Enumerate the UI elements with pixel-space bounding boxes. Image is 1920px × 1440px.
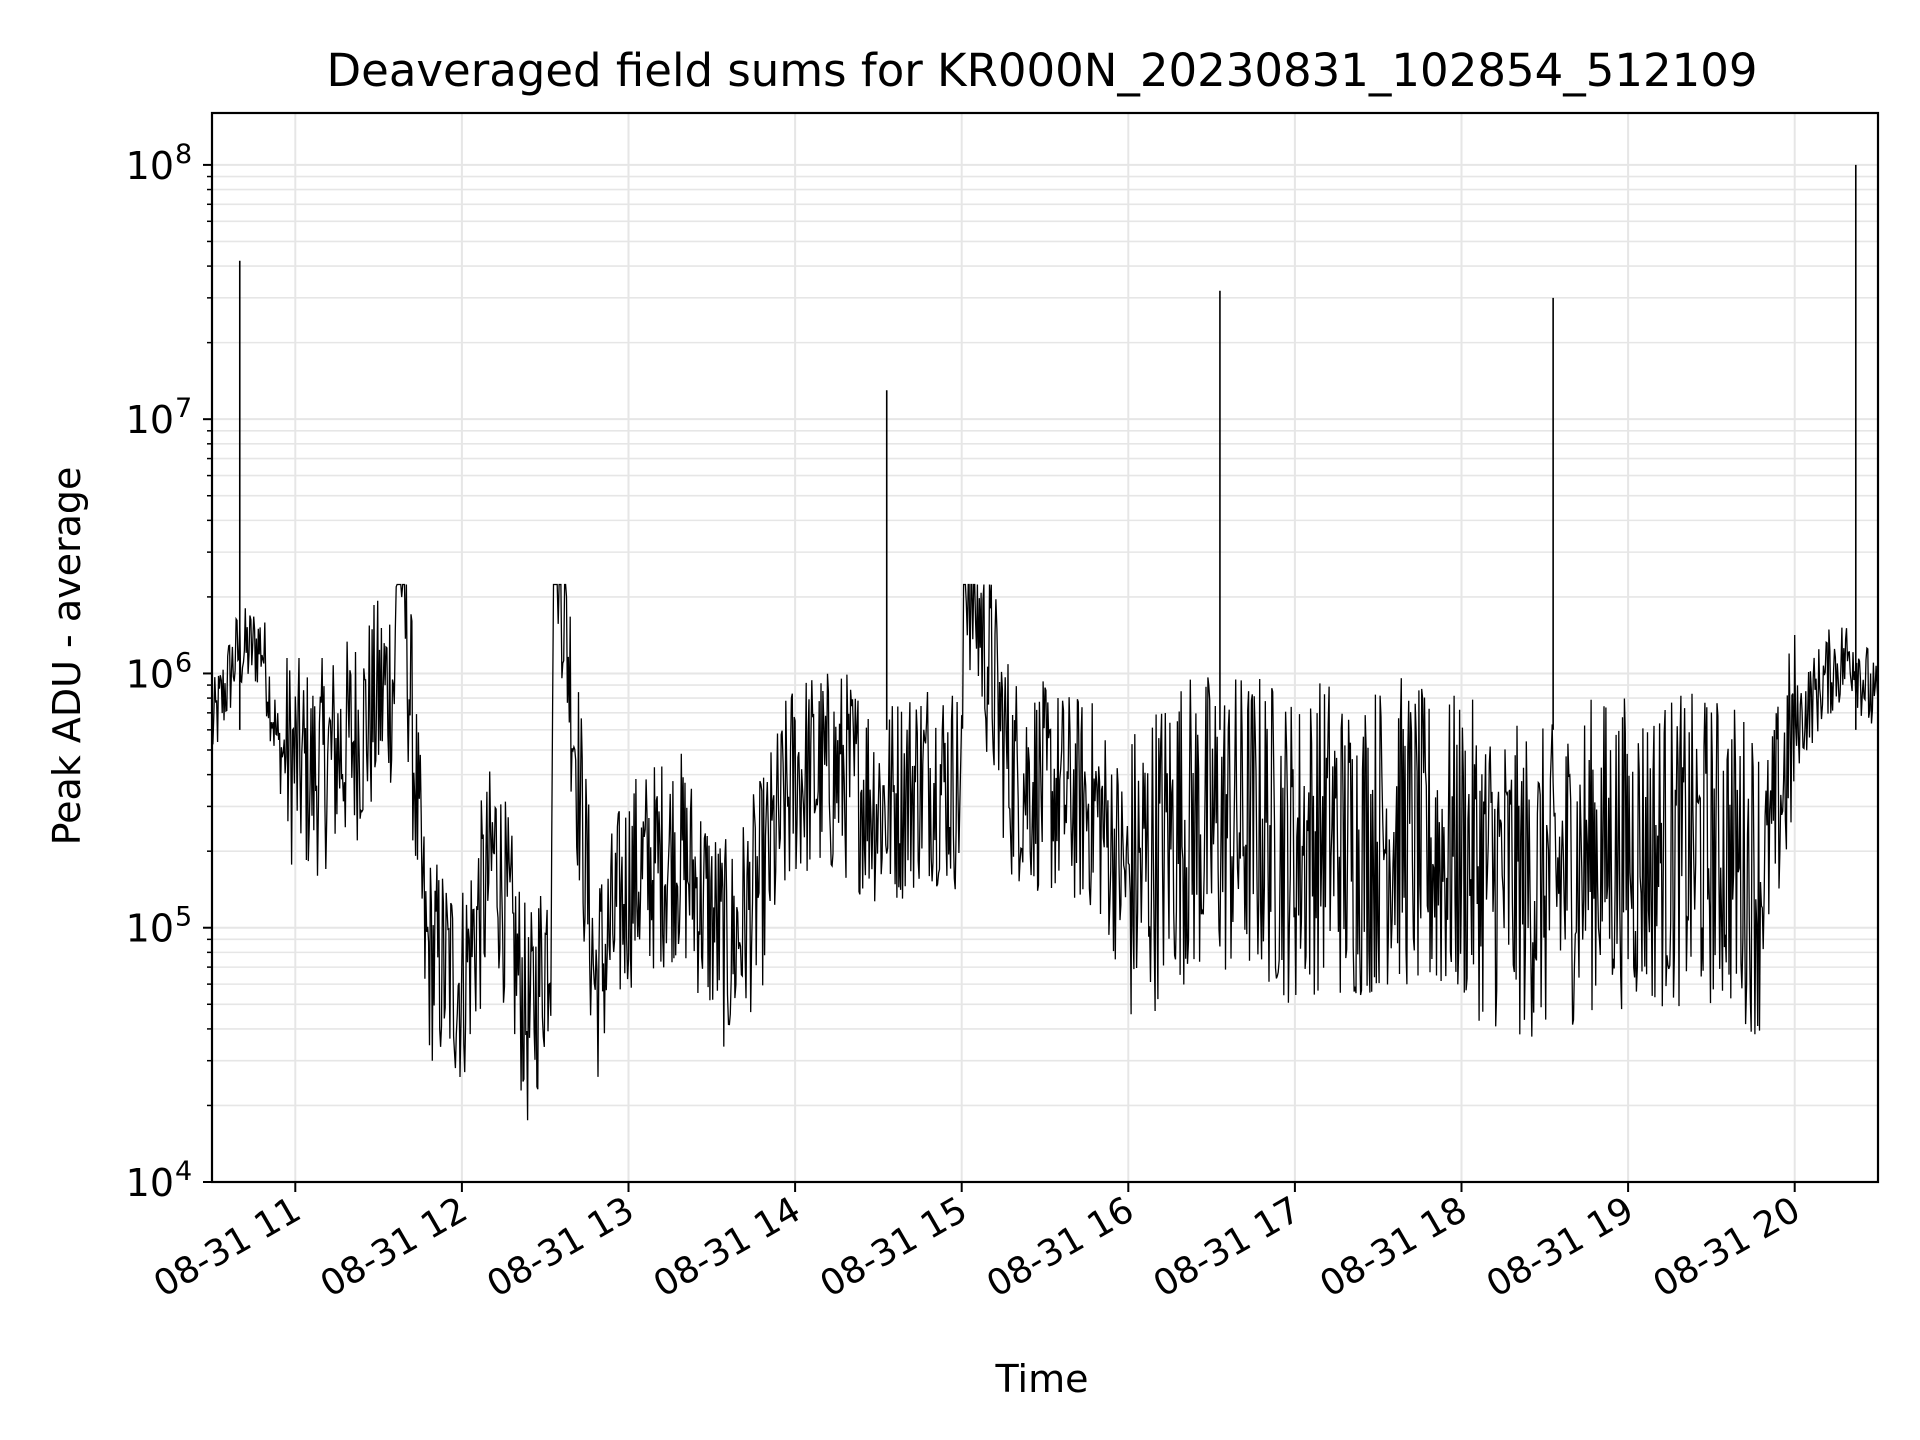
y-tick-label: 10 (126, 1161, 174, 1205)
y-tick-exponent: 8 (175, 139, 192, 170)
x-axis-label: Time (995, 1357, 1089, 1401)
series-line (211, 583, 1879, 1121)
chart-title: Deaveraged field sums for KR000N_2023083… (327, 44, 1758, 97)
y-tick-label: 10 (126, 652, 174, 696)
y-tick-exponent: 7 (175, 393, 192, 424)
y-tick-exponent: 5 (175, 902, 192, 933)
series-layer (211, 164, 1879, 1121)
y-tick-exponent: 6 (175, 647, 192, 678)
y-axis-label: Peak ADU - average (45, 467, 89, 846)
grid (212, 113, 1878, 1183)
plot-frame (210, 111, 1880, 1184)
y-tick-label: 10 (126, 144, 174, 188)
y-tick-label: 10 (126, 398, 174, 442)
y-tick-exponent: 4 (175, 1156, 192, 1187)
y-tick-label: 10 (126, 907, 174, 951)
ticks (203, 163, 1796, 1192)
